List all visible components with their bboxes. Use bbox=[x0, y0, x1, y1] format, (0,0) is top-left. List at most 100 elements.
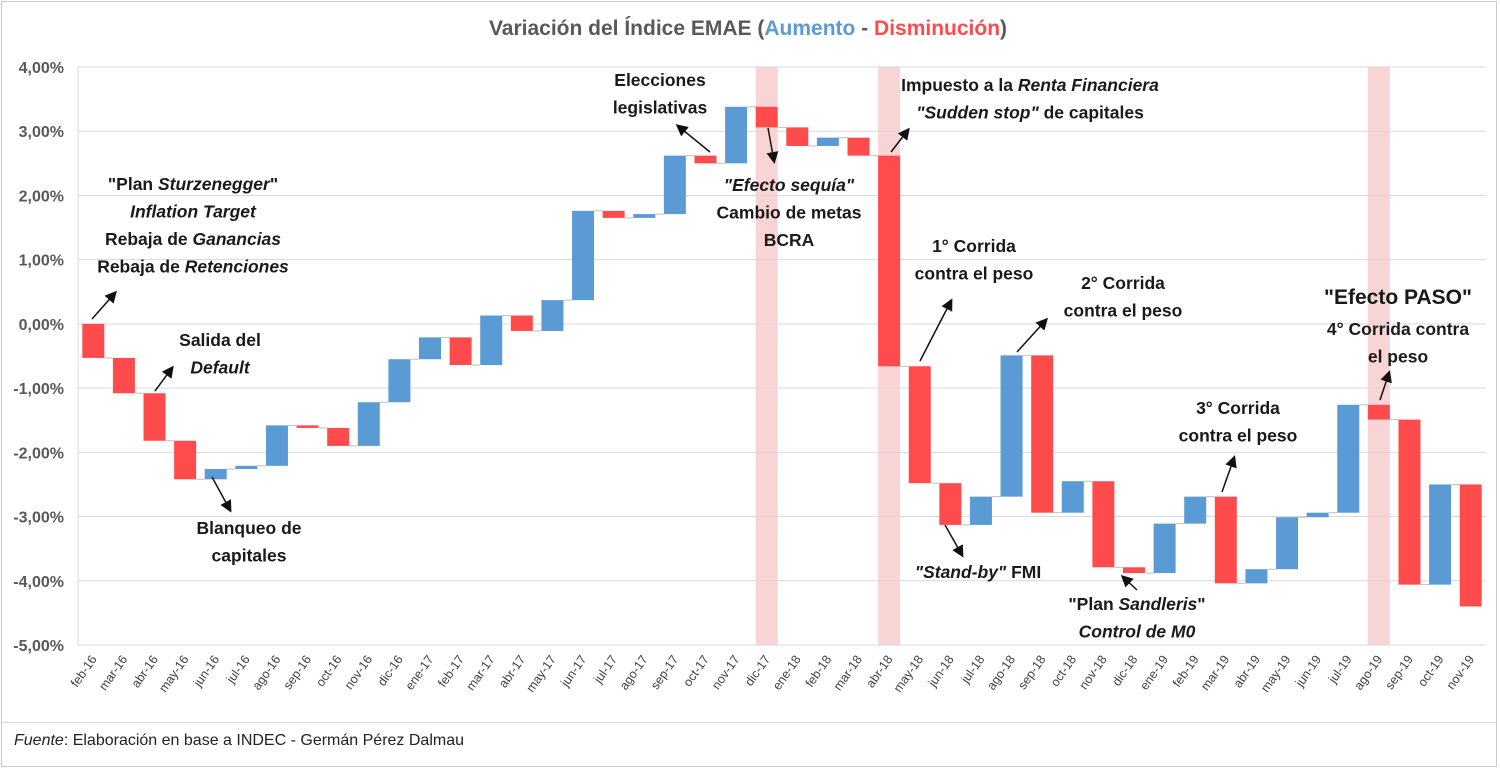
annotation-text: "Plan bbox=[108, 174, 158, 194]
annotation-text: capitales bbox=[212, 546, 287, 566]
annotation-arrow bbox=[1016, 317, 1049, 353]
source-label: Fuente bbox=[14, 732, 64, 749]
bar-mar-18 bbox=[847, 137, 870, 156]
bar-sep-19 bbox=[1398, 419, 1421, 585]
annotation-text: "Plan bbox=[1068, 594, 1118, 614]
bar-sep-16 bbox=[296, 425, 319, 428]
annotation-text: el peso bbox=[1368, 347, 1428, 367]
y-tick-label: 4,00% bbox=[19, 60, 64, 77]
x-tick-label: ago-16 bbox=[250, 653, 284, 693]
title-increase-word: Aumento bbox=[764, 17, 855, 40]
x-tick-label: may-17 bbox=[524, 653, 559, 695]
chart-title: Variación del Índice EMAE (Aumento - Dis… bbox=[489, 17, 1007, 40]
bar-feb-16 bbox=[82, 323, 105, 358]
x-tick-label: nov-16 bbox=[342, 653, 375, 692]
annotation-text: "Stand-by" bbox=[915, 562, 1007, 582]
bar-feb-17 bbox=[449, 337, 472, 365]
x-tick-label: nov-17 bbox=[709, 653, 742, 692]
bar-jul-16 bbox=[235, 465, 258, 470]
bar-ago-18 bbox=[1000, 355, 1023, 497]
x-tick-label: nov-18 bbox=[1076, 653, 1109, 692]
annotation-13: 4° Corrida contra el peso bbox=[1327, 319, 1469, 367]
bar-nov-19 bbox=[1459, 484, 1482, 607]
x-tick-label: jun-17 bbox=[558, 653, 590, 690]
x-tick-label: mar-17 bbox=[463, 653, 497, 694]
source-note: Fuente: Elaboración en base a INDEC - Ge… bbox=[14, 732, 464, 750]
x-tick-label: feb-16 bbox=[68, 653, 100, 690]
x-tick-label: jun-18 bbox=[925, 653, 957, 690]
x-tick-label: dic-16 bbox=[375, 653, 406, 689]
annotation-text: de capitales bbox=[1039, 103, 1144, 123]
y-tick-label: 1,00% bbox=[19, 253, 64, 270]
x-tick-label: dic-17 bbox=[742, 653, 773, 689]
annotation-arrow bbox=[675, 124, 711, 153]
x-tick-label: jul-16 bbox=[223, 653, 253, 687]
x-tick-label: ago-19 bbox=[1352, 653, 1386, 693]
x-tick-label: abr-17 bbox=[496, 653, 528, 691]
bar-ago-19 bbox=[1367, 404, 1390, 420]
bar-oct-19 bbox=[1429, 484, 1452, 585]
bar-feb-19 bbox=[1184, 496, 1207, 524]
annotation-text: " bbox=[270, 174, 278, 194]
x-tick-label: abr-18 bbox=[863, 653, 895, 691]
annotation-text: Retenciones bbox=[185, 257, 289, 277]
bar-nov-18 bbox=[1092, 481, 1115, 568]
bar-ago-16 bbox=[265, 425, 288, 466]
x-tick-label: jul-18 bbox=[958, 653, 988, 687]
annotation-text: "Efecto sequía" bbox=[724, 175, 855, 195]
annotation-text: "Efecto PASO" bbox=[1324, 286, 1472, 309]
annotation-text: 3° Corrida bbox=[1196, 398, 1280, 418]
annotation-10: "Plan Sandleris" Control de M0 bbox=[1068, 594, 1205, 642]
annotation-arrow bbox=[890, 127, 910, 153]
x-tick-label: ene-17 bbox=[403, 653, 437, 693]
annotation-text: 4° Corrida contra bbox=[1327, 319, 1469, 339]
annotation-11: 3° Corrida contra el peso bbox=[1179, 398, 1298, 446]
x-tick-label: abr-16 bbox=[129, 653, 161, 691]
annotation-text: 1° Corrida bbox=[932, 236, 1016, 256]
annotation-arrow bbox=[211, 476, 232, 513]
annotation-text: contra el peso bbox=[1179, 426, 1298, 446]
annotation-text: Renta Financiera bbox=[1018, 75, 1159, 95]
x-tick-label: may-16 bbox=[156, 653, 191, 695]
annotation-arrow bbox=[919, 298, 953, 362]
x-tick-label: ene-19 bbox=[1137, 653, 1171, 693]
annotation-text: BCRA bbox=[764, 230, 815, 250]
x-tick-label: jul-19 bbox=[1325, 653, 1355, 687]
bar-jun-18 bbox=[939, 483, 962, 525]
annotation-text: Sturzenegger bbox=[158, 174, 271, 194]
highlight-band-dic-17 bbox=[755, 67, 778, 645]
x-tick-label: jul-17 bbox=[591, 653, 621, 687]
x-tick-label: mar-16 bbox=[96, 653, 130, 694]
annotation-text: Control de M0 bbox=[1079, 622, 1196, 642]
annotation-text: 2° Corrida bbox=[1081, 273, 1165, 293]
x-tick-label: sep-17 bbox=[648, 653, 681, 692]
y-tick-label: -1,00% bbox=[13, 381, 64, 398]
bar-ago-17 bbox=[633, 214, 656, 218]
bar-ene-17 bbox=[419, 337, 441, 360]
x-tick-label: ene-18 bbox=[770, 653, 804, 693]
source-text: : Elaboración en base a INDEC - Germán P… bbox=[63, 732, 464, 749]
annotation-6: Impuesto a la Renta Financiera "Sudden st… bbox=[901, 75, 1159, 123]
y-tick-label: 3,00% bbox=[19, 124, 64, 141]
y-tick-label: 2,00% bbox=[19, 188, 64, 205]
bar-sep-17 bbox=[663, 155, 686, 215]
annotation-text: contra el peso bbox=[1064, 301, 1183, 321]
annotation-arrow bbox=[944, 524, 964, 558]
bar-dic-18 bbox=[1123, 567, 1145, 574]
title-separator: - bbox=[855, 17, 874, 40]
x-tick-label: feb-19 bbox=[1170, 653, 1202, 690]
bar-jul-17 bbox=[602, 210, 625, 218]
bar-mar-19 bbox=[1214, 496, 1237, 584]
x-tick-label: oct-18 bbox=[1048, 653, 1079, 690]
annotation-text: " bbox=[1197, 594, 1205, 614]
y-tick-label: -3,00% bbox=[13, 510, 64, 527]
annotation-1: "Plan Sturzenegger" Inflation Target Rebaj… bbox=[97, 174, 289, 277]
x-tick-label: sep-18 bbox=[1015, 653, 1048, 692]
bar-mar-17 bbox=[480, 315, 503, 365]
x-tick-label: feb-18 bbox=[803, 653, 835, 690]
bar-oct-17 bbox=[694, 155, 717, 164]
annotation-arrow bbox=[1221, 455, 1237, 493]
bar-may-18 bbox=[908, 366, 931, 484]
annotation-arrow bbox=[1120, 574, 1138, 591]
